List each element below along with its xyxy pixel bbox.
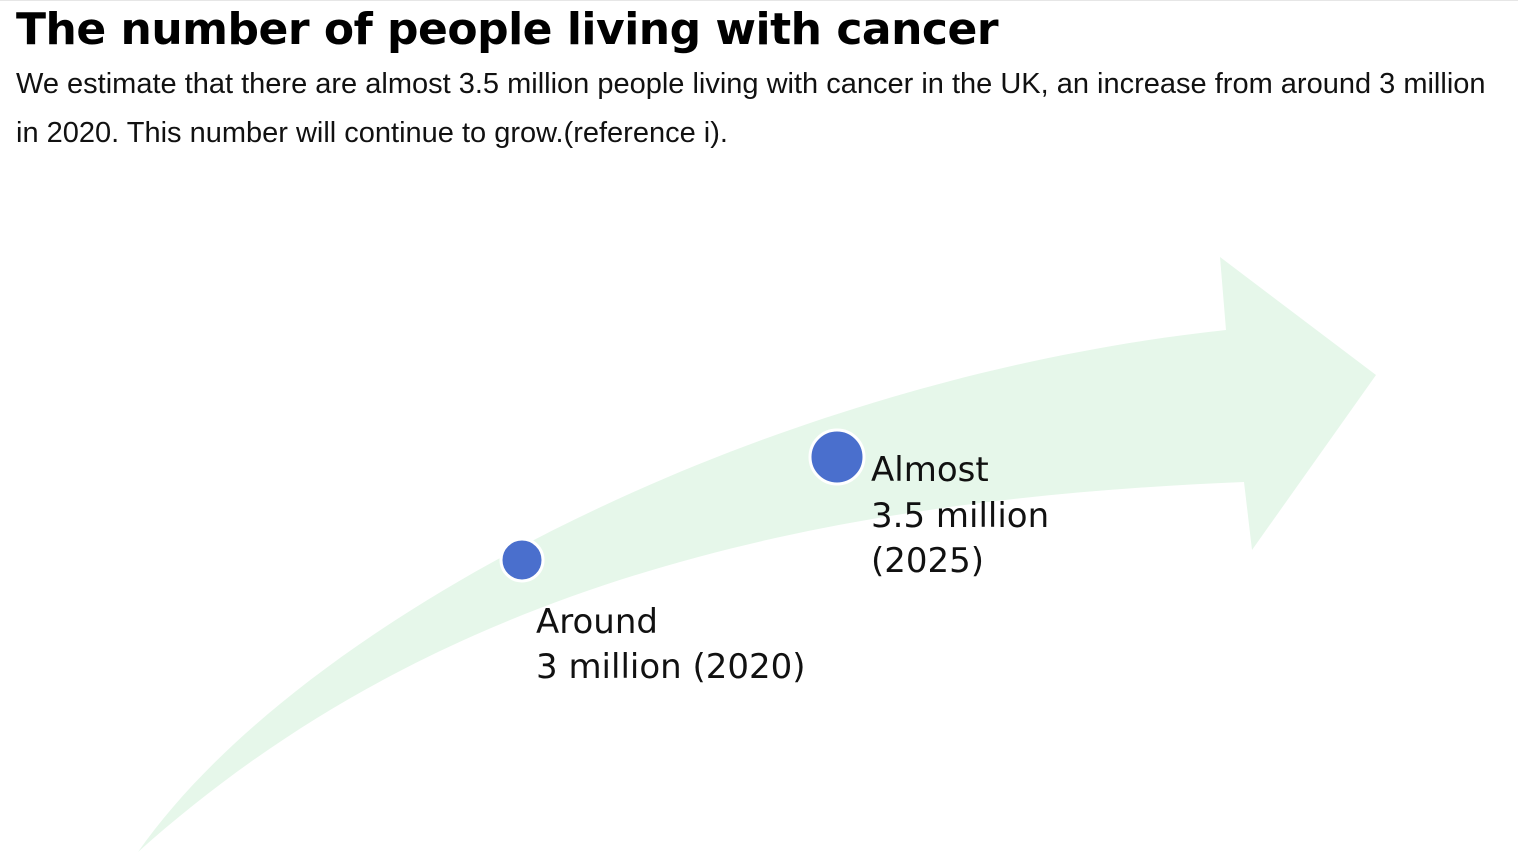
growth-arrow (138, 257, 1376, 852)
node-label-2025-line3: (2025) (871, 541, 984, 581)
node-label-2025-line2: 3.5 million (871, 496, 1049, 536)
data-point-dot-2020 (499, 537, 545, 583)
node-label-2020: Around 3 million (2020) (536, 602, 806, 687)
data-point-dot-2025 (808, 428, 866, 486)
page-title: The number of people living with cancer (16, 4, 999, 55)
node-label-2020-line1: Around (536, 602, 658, 642)
node-label-2025-line1: Almost (871, 450, 989, 490)
node-label-2025: Almost 3.5 million (2025) (871, 450, 1060, 581)
node-label-2020-line2: 3 million (2020) (536, 647, 806, 687)
intro-paragraph: We estimate that there are almost 3.5 mi… (16, 68, 1486, 149)
top-divider (0, 0, 1518, 1)
